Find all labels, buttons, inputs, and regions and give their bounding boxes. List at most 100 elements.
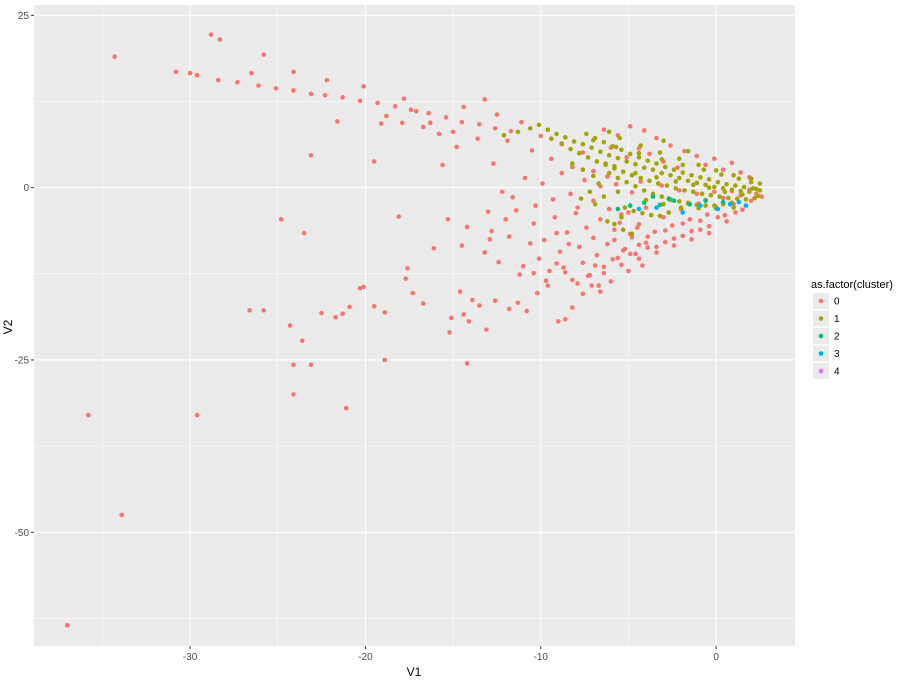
point-cluster-1: [605, 219, 610, 224]
point-cluster-0: [533, 203, 538, 208]
point-cluster-1: [671, 167, 677, 173]
point-cluster-1: [694, 202, 700, 208]
point-cluster-0: [308, 91, 314, 97]
point-cluster-0: [661, 214, 666, 220]
legend-label: 3: [834, 349, 840, 360]
point-cluster-0: [689, 228, 694, 234]
point-cluster-0: [436, 131, 442, 137]
point-cluster-1: [601, 194, 607, 199]
minor-gridlines: [34, 5, 795, 646]
point-cluster-1: [731, 172, 736, 178]
point-cluster-0: [378, 121, 384, 126]
point-cluster-1: [562, 135, 568, 140]
point-cluster-0: [575, 205, 580, 210]
point-cluster-0: [748, 198, 754, 204]
point-cluster-0: [65, 623, 70, 628]
point-cluster-0: [643, 240, 649, 246]
point-cluster-2: [627, 203, 633, 208]
point-cluster-0: [217, 37, 223, 42]
point-cluster-0: [461, 312, 466, 317]
point-cluster-0: [291, 88, 296, 93]
data-points: [65, 32, 764, 628]
point-cluster-0: [589, 283, 594, 288]
point-cluster-1: [673, 179, 679, 184]
point-cluster-0: [606, 206, 612, 212]
point-cluster-0: [554, 230, 559, 236]
point-cluster-0: [636, 256, 642, 261]
point-cluster-0: [703, 162, 708, 168]
point-cluster-1: [680, 170, 686, 175]
point-cluster-0: [466, 319, 472, 324]
point-cluster-0: [503, 217, 508, 222]
legend: as.factor(cluster) 0 1 2 3 4: [811, 279, 893, 379]
point-cluster-2: [671, 198, 677, 204]
point-cluster-1: [585, 155, 591, 160]
point-cluster-1: [701, 167, 707, 173]
point-cluster-0: [371, 303, 377, 309]
point-cluster-1: [613, 144, 619, 150]
point-cluster-0: [527, 241, 533, 246]
point-cluster-1: [620, 169, 626, 175]
point-cluster-0: [568, 191, 573, 197]
point-cluster-0: [619, 262, 624, 268]
point-cluster-1: [713, 168, 719, 173]
point-cluster-0: [427, 120, 433, 126]
point-cluster-0: [698, 227, 703, 232]
point-cluster-0: [582, 177, 587, 183]
point-cluster-0: [173, 69, 179, 75]
point-cluster-1: [690, 182, 696, 188]
point-cluster-0: [548, 156, 554, 162]
point-cluster-0: [405, 265, 410, 271]
point-cluster-1: [647, 178, 652, 184]
point-cluster-1: [731, 205, 736, 210]
point-cluster-2: [703, 198, 708, 204]
point-cluster-1: [662, 164, 668, 170]
point-cluster-1: [624, 159, 629, 164]
point-cluster-0: [426, 110, 431, 116]
point-cluster-0: [529, 148, 535, 153]
point-cluster-0: [629, 190, 635, 195]
point-cluster-0: [541, 237, 547, 243]
point-cluster-3: [715, 206, 721, 212]
point-cluster-0: [256, 83, 261, 88]
point-cluster-0: [705, 212, 710, 217]
point-cluster-0: [392, 104, 398, 109]
point-cluster-1: [596, 181, 601, 186]
legend-label: 2: [834, 332, 840, 343]
point-cluster-0: [477, 303, 482, 308]
point-cluster-0: [759, 194, 764, 199]
point-cluster-0: [654, 244, 659, 250]
point-cluster-2: [650, 194, 656, 199]
point-cluster-0: [440, 162, 445, 168]
point-cluster-0: [482, 250, 487, 255]
point-cluster-0: [636, 242, 642, 248]
point-cluster-1: [624, 179, 629, 185]
point-cluster-0: [591, 198, 596, 204]
point-cluster-0: [86, 412, 91, 418]
point-cluster-0: [464, 224, 470, 230]
point-cluster-1: [706, 177, 712, 182]
point-cluster-1: [659, 157, 665, 162]
point-cluster-0: [499, 189, 505, 195]
point-cluster-1: [629, 172, 635, 178]
point-cluster-0: [575, 281, 580, 286]
point-cluster-0: [680, 233, 686, 239]
point-cluster-1: [559, 141, 565, 146]
point-cluster-0: [626, 268, 631, 274]
point-cluster-0: [319, 310, 324, 316]
point-cluster-0: [249, 70, 254, 76]
point-cluster-0: [112, 54, 117, 59]
point-cluster-0: [340, 95, 345, 100]
point-cluster-1: [645, 158, 651, 164]
point-cluster-0: [291, 362, 296, 368]
point-cluster-0: [443, 115, 449, 120]
point-cluster-0: [506, 234, 512, 239]
x-tick-label: 0: [713, 652, 719, 663]
point-cluster-1: [631, 208, 636, 214]
point-cluster-3: [654, 205, 659, 210]
point-cluster-1: [577, 150, 582, 156]
point-cluster-1: [755, 193, 761, 199]
point-cluster-2: [615, 206, 621, 212]
point-cluster-1: [734, 196, 740, 201]
point-cluster-1: [641, 165, 647, 170]
